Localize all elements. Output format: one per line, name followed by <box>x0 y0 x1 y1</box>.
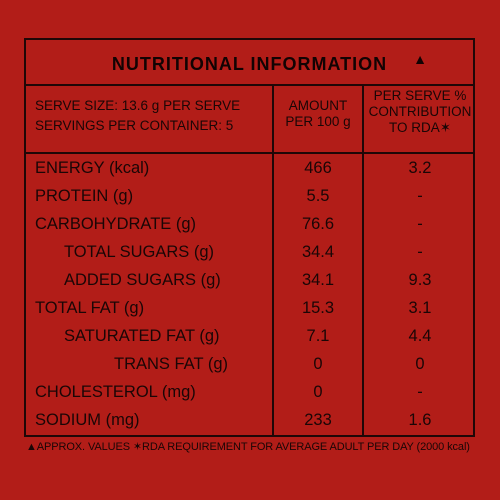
per100-value: 15.3 <box>301 299 335 317</box>
rda-value: - <box>417 383 423 401</box>
per100-value: 0 <box>313 355 323 373</box>
amount-header-line2: PER 100 g <box>285 114 351 129</box>
nutrient-row-total-sugars: TOTAL SUGARS (g) 34.4 - <box>26 240 473 266</box>
serve-size-text: SERVE SIZE: 13.6 g PER SERVE <box>35 98 241 113</box>
nutrient-row-carbohydrate: CARBOHYDRATE (g) 76.6 - <box>26 212 473 238</box>
rda-header: PER SERVE % CONTRIBUTION TO RDA✶ <box>364 88 476 136</box>
servings-text: SERVINGS PER CONTAINER: 5 <box>35 118 234 133</box>
nutrient-label: SODIUM (mg) <box>35 411 140 429</box>
per100-value: 5.5 <box>306 187 330 205</box>
footnote: ▲APPROX. VALUES ✶RDA REQUIREMENT FOR AVE… <box>26 441 470 453</box>
approx-mark-icon: ▲ <box>413 51 427 67</box>
rda-value: - <box>417 243 423 261</box>
rda-value: 0 <box>415 355 425 373</box>
rda-value: 3.1 <box>408 299 432 317</box>
rda-header-line1: PER SERVE % <box>373 88 467 103</box>
title-divider <box>26 84 473 86</box>
amount-header: AMOUNT PER 100 g <box>274 98 362 130</box>
nutrient-label: ENERGY (kcal) <box>35 159 150 177</box>
nutrient-row-protein: PROTEIN (g) 5.5 - <box>26 184 473 210</box>
column-divider-1 <box>272 86 274 435</box>
per100-value: 466 <box>304 159 332 177</box>
nutrient-row-energy: ENERGY (kcal) 466 3.2 <box>26 156 473 182</box>
nutrient-label: CARBOHYDRATE (g) <box>35 215 197 233</box>
per100-value: 233 <box>304 411 332 429</box>
amount-header-line1: AMOUNT <box>288 98 348 113</box>
nutrient-label: TOTAL SUGARS (g) <box>64 243 215 261</box>
nutrient-label: ADDED SUGARS (g) <box>64 271 221 289</box>
header-divider <box>26 152 473 154</box>
rda-value: - <box>417 215 423 233</box>
per100-value: 0 <box>313 383 323 401</box>
rda-header-line2: CONTRIBUTION <box>368 104 472 119</box>
panel-title: NUTRITIONAL INFORMATION <box>111 54 388 74</box>
rda-value: 1.6 <box>408 411 432 429</box>
per100-value: 34.1 <box>301 271 335 289</box>
nutrient-row-trans-fat: TRANS FAT (g) 0 0 <box>26 352 473 378</box>
per100-value: 34.4 <box>301 243 335 261</box>
nutrient-row-added-sugars: ADDED SUGARS (g) 34.1 9.3 <box>26 268 473 294</box>
rda-value: 4.4 <box>408 327 432 345</box>
per100-value: 7.1 <box>306 327 330 345</box>
column-divider-2 <box>362 86 364 435</box>
nutrition-panel: NUTRITIONAL INFORMATION ▲ SERVE SIZE: 13… <box>24 38 475 437</box>
per100-value: 76.6 <box>301 215 335 233</box>
nutrient-row-saturated-fat: SATURATED FAT (g) 7.1 4.4 <box>26 324 473 350</box>
rda-value: - <box>417 187 423 205</box>
rda-value: 9.3 <box>408 271 432 289</box>
rda-value: 3.2 <box>408 159 432 177</box>
nutrient-label: CHOLESTEROL (mg) <box>35 383 196 401</box>
nutrient-label: TRANS FAT (g) <box>114 355 228 373</box>
nutrient-row-total-fat: TOTAL FAT (g) 15.3 3.1 <box>26 296 473 322</box>
nutrient-row-cholesterol: CHOLESTEROL (mg) 0 - <box>26 380 473 406</box>
nutrient-label: SATURATED FAT (g) <box>64 327 220 345</box>
nutrient-label: TOTAL FAT (g) <box>35 299 145 317</box>
rda-header-line3: TO RDA✶ <box>388 120 452 135</box>
nutrient-row-sodium: SODIUM (mg) 233 1.6 <box>26 408 473 434</box>
nutrient-label: PROTEIN (g) <box>35 187 134 205</box>
